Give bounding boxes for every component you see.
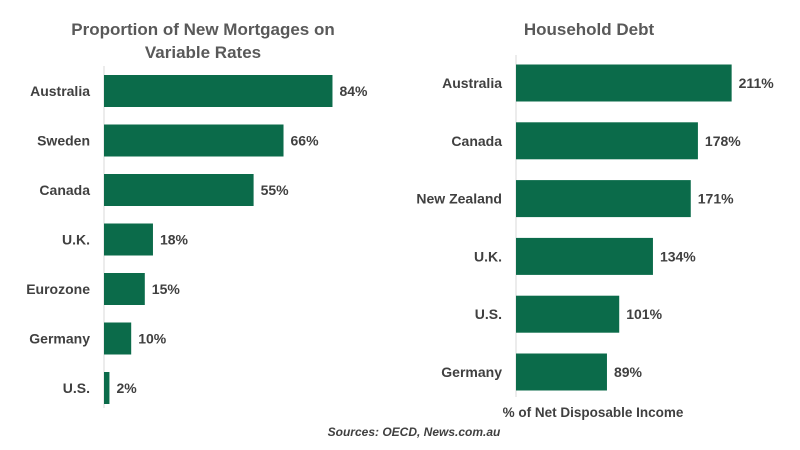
category-label: Canada: [39, 182, 90, 198]
data-label: 171%: [698, 191, 734, 207]
bar-series: Australia 84% Sweden 66% Canada 55% U.K. 18% Eur…: [26, 75, 368, 404]
data-label: 178%: [705, 133, 741, 149]
bar: [516, 237, 653, 275]
category-label: U.S.: [475, 306, 502, 322]
bar: [516, 353, 607, 391]
bar: [104, 372, 110, 404]
category-label: Sweden: [37, 133, 90, 149]
category-label: Canada: [451, 133, 502, 149]
chart-title-line-1: Proportion of New Mortgages on: [71, 20, 335, 39]
data-label: 211%: [739, 75, 775, 91]
data-label: 18%: [160, 232, 189, 248]
data-label: 84%: [339, 83, 368, 99]
bar: [516, 180, 691, 218]
category-label: Germany: [29, 331, 90, 347]
bar: [104, 273, 145, 305]
data-label: 10%: [138, 331, 167, 347]
bar-series: Australia 211% Canada 178% New Zealand 171% U.…: [416, 64, 775, 391]
data-label: 66%: [291, 133, 320, 149]
data-label: 2%: [116, 380, 137, 396]
data-label: 55%: [261, 182, 290, 198]
category-label: U.K.: [474, 248, 502, 264]
chart-title: Household Debt: [524, 20, 655, 39]
bar: [104, 174, 254, 206]
bar: [104, 124, 284, 157]
chart-title-line-2: Variable Rates: [145, 43, 261, 62]
bar: [104, 75, 333, 107]
bar: [104, 322, 132, 355]
category-label: Germany: [441, 364, 502, 380]
category-label: Australia: [30, 83, 90, 99]
variable-rate-mortgages-chart: Proportion of New Mortgages on Variable …: [26, 20, 368, 408]
bar: [516, 295, 620, 333]
data-label: 15%: [152, 281, 181, 297]
source-note: Sources: OECD, News.com.au: [328, 425, 501, 439]
data-label: 89%: [614, 364, 643, 380]
category-label: New Zealand: [416, 191, 502, 207]
data-label: 134%: [660, 248, 696, 264]
data-label: 101%: [626, 306, 662, 322]
category-label: U.K.: [62, 232, 90, 248]
bar: [516, 64, 732, 102]
household-debt-chart: Household Debt Australia 211% Canada 178% Ne…: [416, 20, 774, 420]
category-label: Australia: [442, 75, 502, 91]
bar: [104, 223, 153, 256]
bar: [516, 122, 698, 160]
category-label: U.S.: [63, 380, 90, 396]
x-axis-label: % of Net Disposable Income: [503, 405, 684, 420]
category-label: Eurozone: [26, 281, 90, 297]
